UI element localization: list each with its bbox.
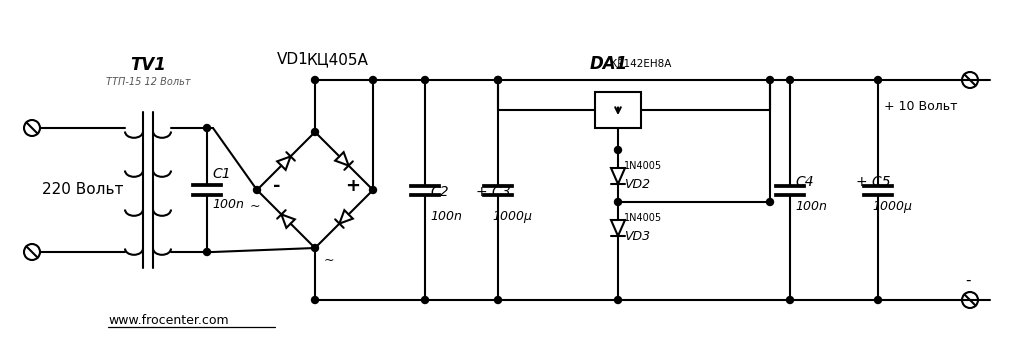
Text: КЦ405А: КЦ405А — [306, 52, 367, 68]
Text: + C5: + C5 — [856, 175, 891, 189]
Text: 100n: 100n — [212, 198, 244, 211]
Circle shape — [370, 76, 377, 83]
Circle shape — [312, 128, 319, 136]
Text: ТТП-15 12 Вольт: ТТП-15 12 Вольт — [106, 77, 190, 87]
Text: TV1: TV1 — [130, 56, 166, 74]
Circle shape — [787, 296, 793, 303]
Circle shape — [874, 76, 882, 83]
Circle shape — [312, 296, 319, 303]
Circle shape — [204, 249, 211, 256]
Text: 1000μ: 1000μ — [492, 210, 532, 223]
Text: C1: C1 — [212, 167, 231, 181]
Circle shape — [421, 76, 429, 83]
Text: C2: C2 — [430, 185, 449, 199]
Circle shape — [767, 199, 774, 206]
Circle shape — [204, 125, 211, 132]
Circle shape — [312, 245, 319, 251]
Text: ~: ~ — [324, 253, 334, 266]
Circle shape — [495, 76, 502, 83]
Text: C4: C4 — [795, 175, 813, 189]
Text: DA1: DA1 — [590, 55, 628, 73]
Circle shape — [767, 76, 774, 83]
Bar — [595, 92, 641, 128]
Text: www.frocenter.com: www.frocenter.com — [108, 314, 229, 327]
Text: -: - — [965, 272, 971, 288]
Text: VD1: VD1 — [277, 52, 308, 68]
Circle shape — [615, 296, 622, 303]
Text: + 10 Вольт: + 10 Вольт — [885, 100, 958, 113]
Text: 100n: 100n — [795, 200, 827, 213]
Text: 100n: 100n — [430, 210, 462, 223]
Text: 1000μ: 1000μ — [872, 200, 912, 213]
Circle shape — [421, 296, 429, 303]
Text: -: - — [273, 177, 281, 195]
Text: КР142ЕН8А: КР142ЕН8А — [610, 59, 672, 69]
Circle shape — [312, 76, 319, 83]
Text: 220 Вольт: 220 Вольт — [42, 182, 123, 197]
Circle shape — [615, 199, 622, 206]
Circle shape — [787, 76, 793, 83]
Circle shape — [615, 146, 622, 153]
Text: VD3: VD3 — [624, 231, 651, 244]
Text: +: + — [345, 177, 360, 195]
Circle shape — [253, 187, 261, 194]
Text: 1N4005: 1N4005 — [624, 213, 662, 223]
Text: VD2: VD2 — [624, 178, 651, 191]
Text: + C3: + C3 — [476, 185, 511, 199]
Text: ~: ~ — [249, 200, 261, 213]
Text: 1N4005: 1N4005 — [624, 161, 662, 171]
Circle shape — [495, 296, 502, 303]
Circle shape — [874, 296, 882, 303]
Circle shape — [370, 187, 377, 194]
Circle shape — [495, 76, 502, 83]
